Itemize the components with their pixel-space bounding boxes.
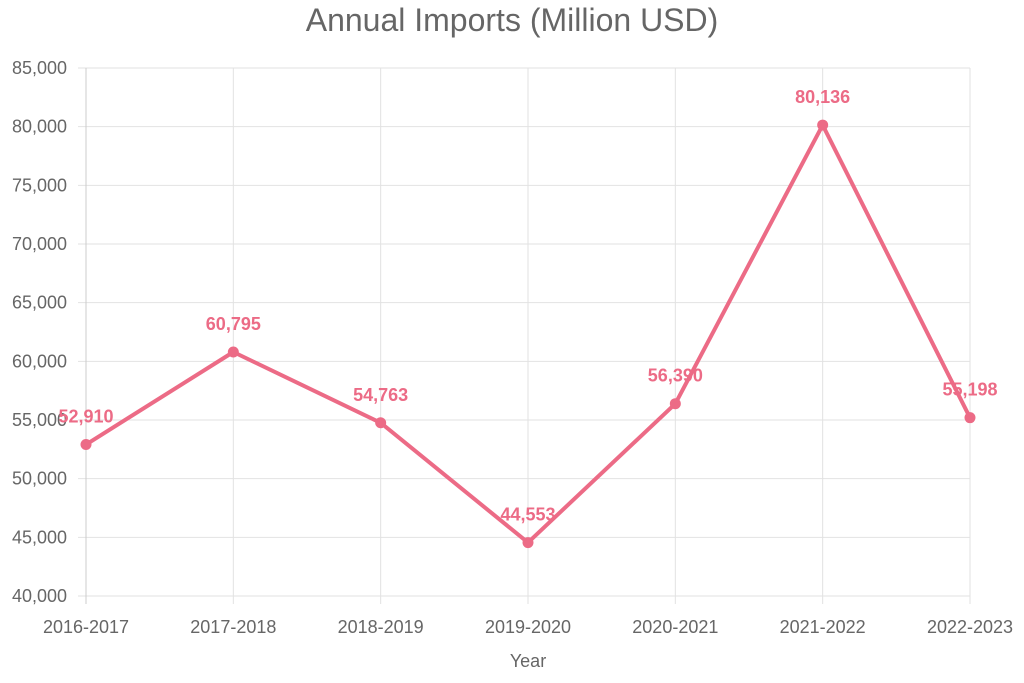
y-tick-label: 65,000 bbox=[12, 293, 67, 313]
y-tick-label: 70,000 bbox=[12, 234, 67, 254]
y-tick-label: 85,000 bbox=[12, 58, 67, 78]
x-tick-label: 2017-2018 bbox=[190, 617, 276, 637]
y-tick-label: 75,000 bbox=[12, 175, 67, 195]
data-label: 55,198 bbox=[942, 380, 997, 400]
data-point bbox=[522, 537, 534, 549]
x-tick-label: 2020-2021 bbox=[632, 617, 718, 637]
y-tick-label: 80,000 bbox=[12, 117, 67, 137]
data-label: 44,553 bbox=[500, 505, 555, 525]
y-tick-label: 45,000 bbox=[12, 527, 67, 547]
data-point bbox=[669, 398, 681, 410]
x-tick-label: 2018-2019 bbox=[338, 617, 424, 637]
x-tick-label: 2021-2022 bbox=[780, 617, 866, 637]
data-label: 52,910 bbox=[58, 407, 113, 427]
x-axis-title: Year bbox=[509, 651, 547, 671]
data-label: 54,763 bbox=[353, 385, 408, 405]
x-tick-label: 2019-2020 bbox=[485, 617, 571, 637]
data-point bbox=[227, 346, 239, 358]
chart-title: Annual Imports (Million USD) bbox=[305, 2, 719, 38]
y-tick-label: 60,000 bbox=[12, 351, 67, 371]
data-point bbox=[817, 119, 829, 131]
data-label: 80,136 bbox=[795, 87, 850, 107]
y-tick-label: 40,000 bbox=[12, 586, 67, 606]
y-tick-label: 50,000 bbox=[12, 469, 67, 489]
x-tick-label: 2016-2017 bbox=[43, 617, 129, 637]
data-point bbox=[964, 412, 976, 424]
data-point bbox=[375, 417, 387, 429]
data-point bbox=[80, 439, 92, 451]
y-tick-label: 55,000 bbox=[12, 410, 67, 430]
x-tick-label: 2022-2023 bbox=[927, 617, 1013, 637]
data-label: 56,390 bbox=[648, 366, 703, 386]
data-label: 60,795 bbox=[206, 314, 261, 334]
